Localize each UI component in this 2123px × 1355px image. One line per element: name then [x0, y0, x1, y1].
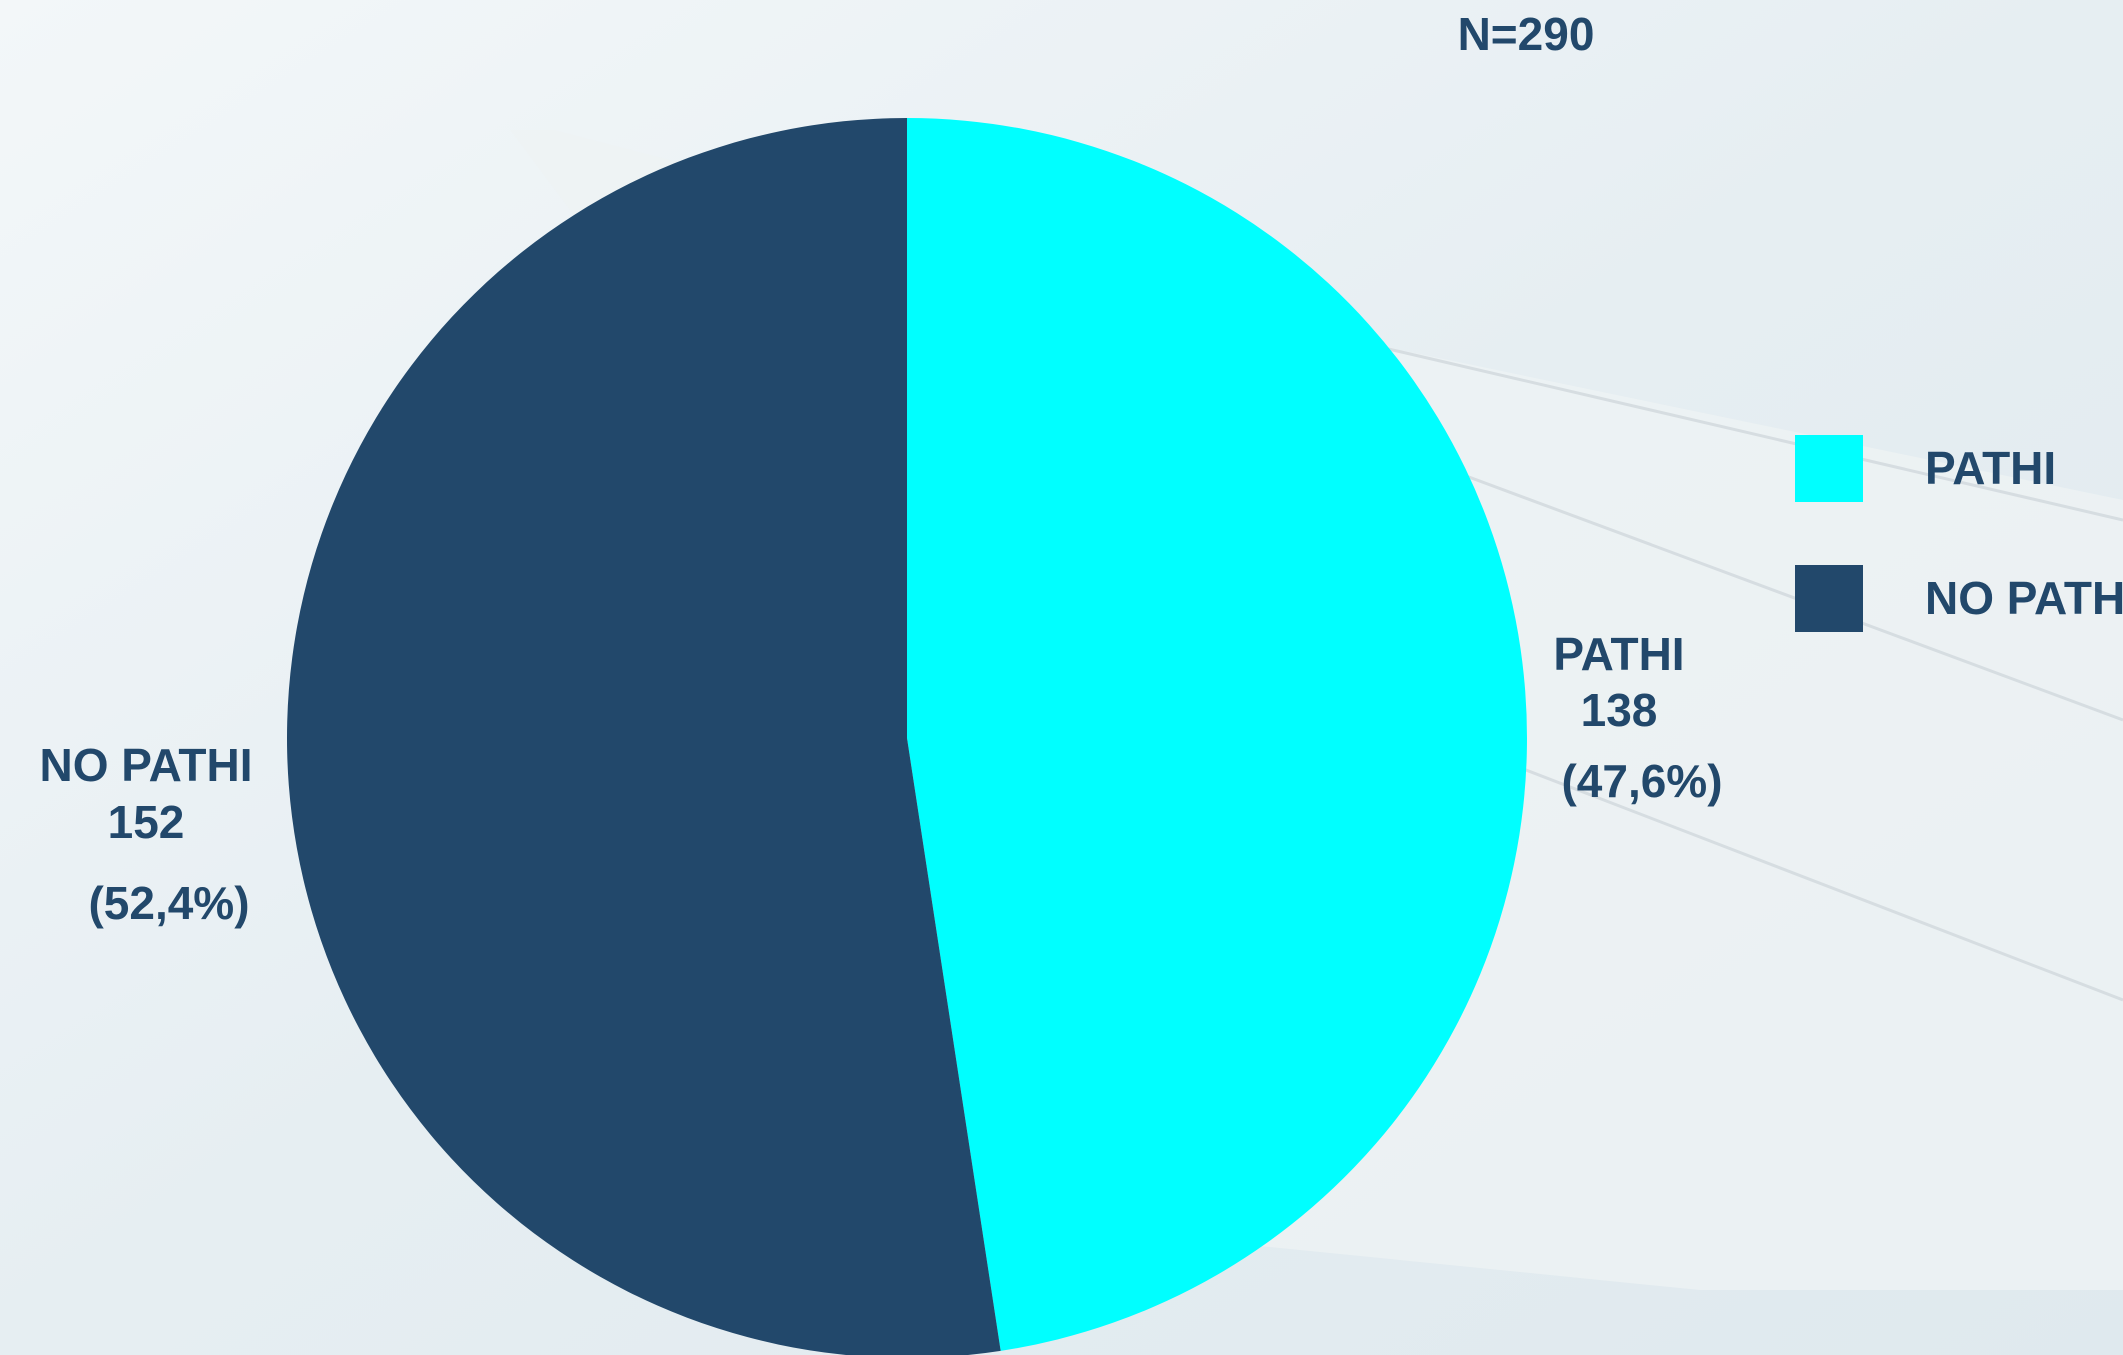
pie	[286, 118, 1527, 1355]
legend: PATHI NO PATHI	[1795, 435, 2123, 632]
legend-label: PATHI	[1925, 442, 2056, 494]
slice-label: PATHI	[1553, 628, 1684, 680]
slice-value: 138	[1581, 684, 1658, 736]
slice-value: 152	[108, 796, 185, 848]
legend-swatch	[1795, 435, 1863, 502]
pie-slice	[907, 118, 1527, 1351]
pie-slice	[286, 118, 1001, 1355]
slice-percent: (52,4%)	[88, 877, 249, 929]
slice-label: NO PATHI	[40, 739, 253, 791]
slice-percent: (47,6%)	[1561, 755, 1722, 807]
legend-swatch	[1795, 565, 1863, 632]
legend-label: NO PATHI	[1925, 572, 2123, 624]
wing-lines	[1349, 338, 2123, 1002]
chart-title: N=290	[1458, 8, 1595, 60]
